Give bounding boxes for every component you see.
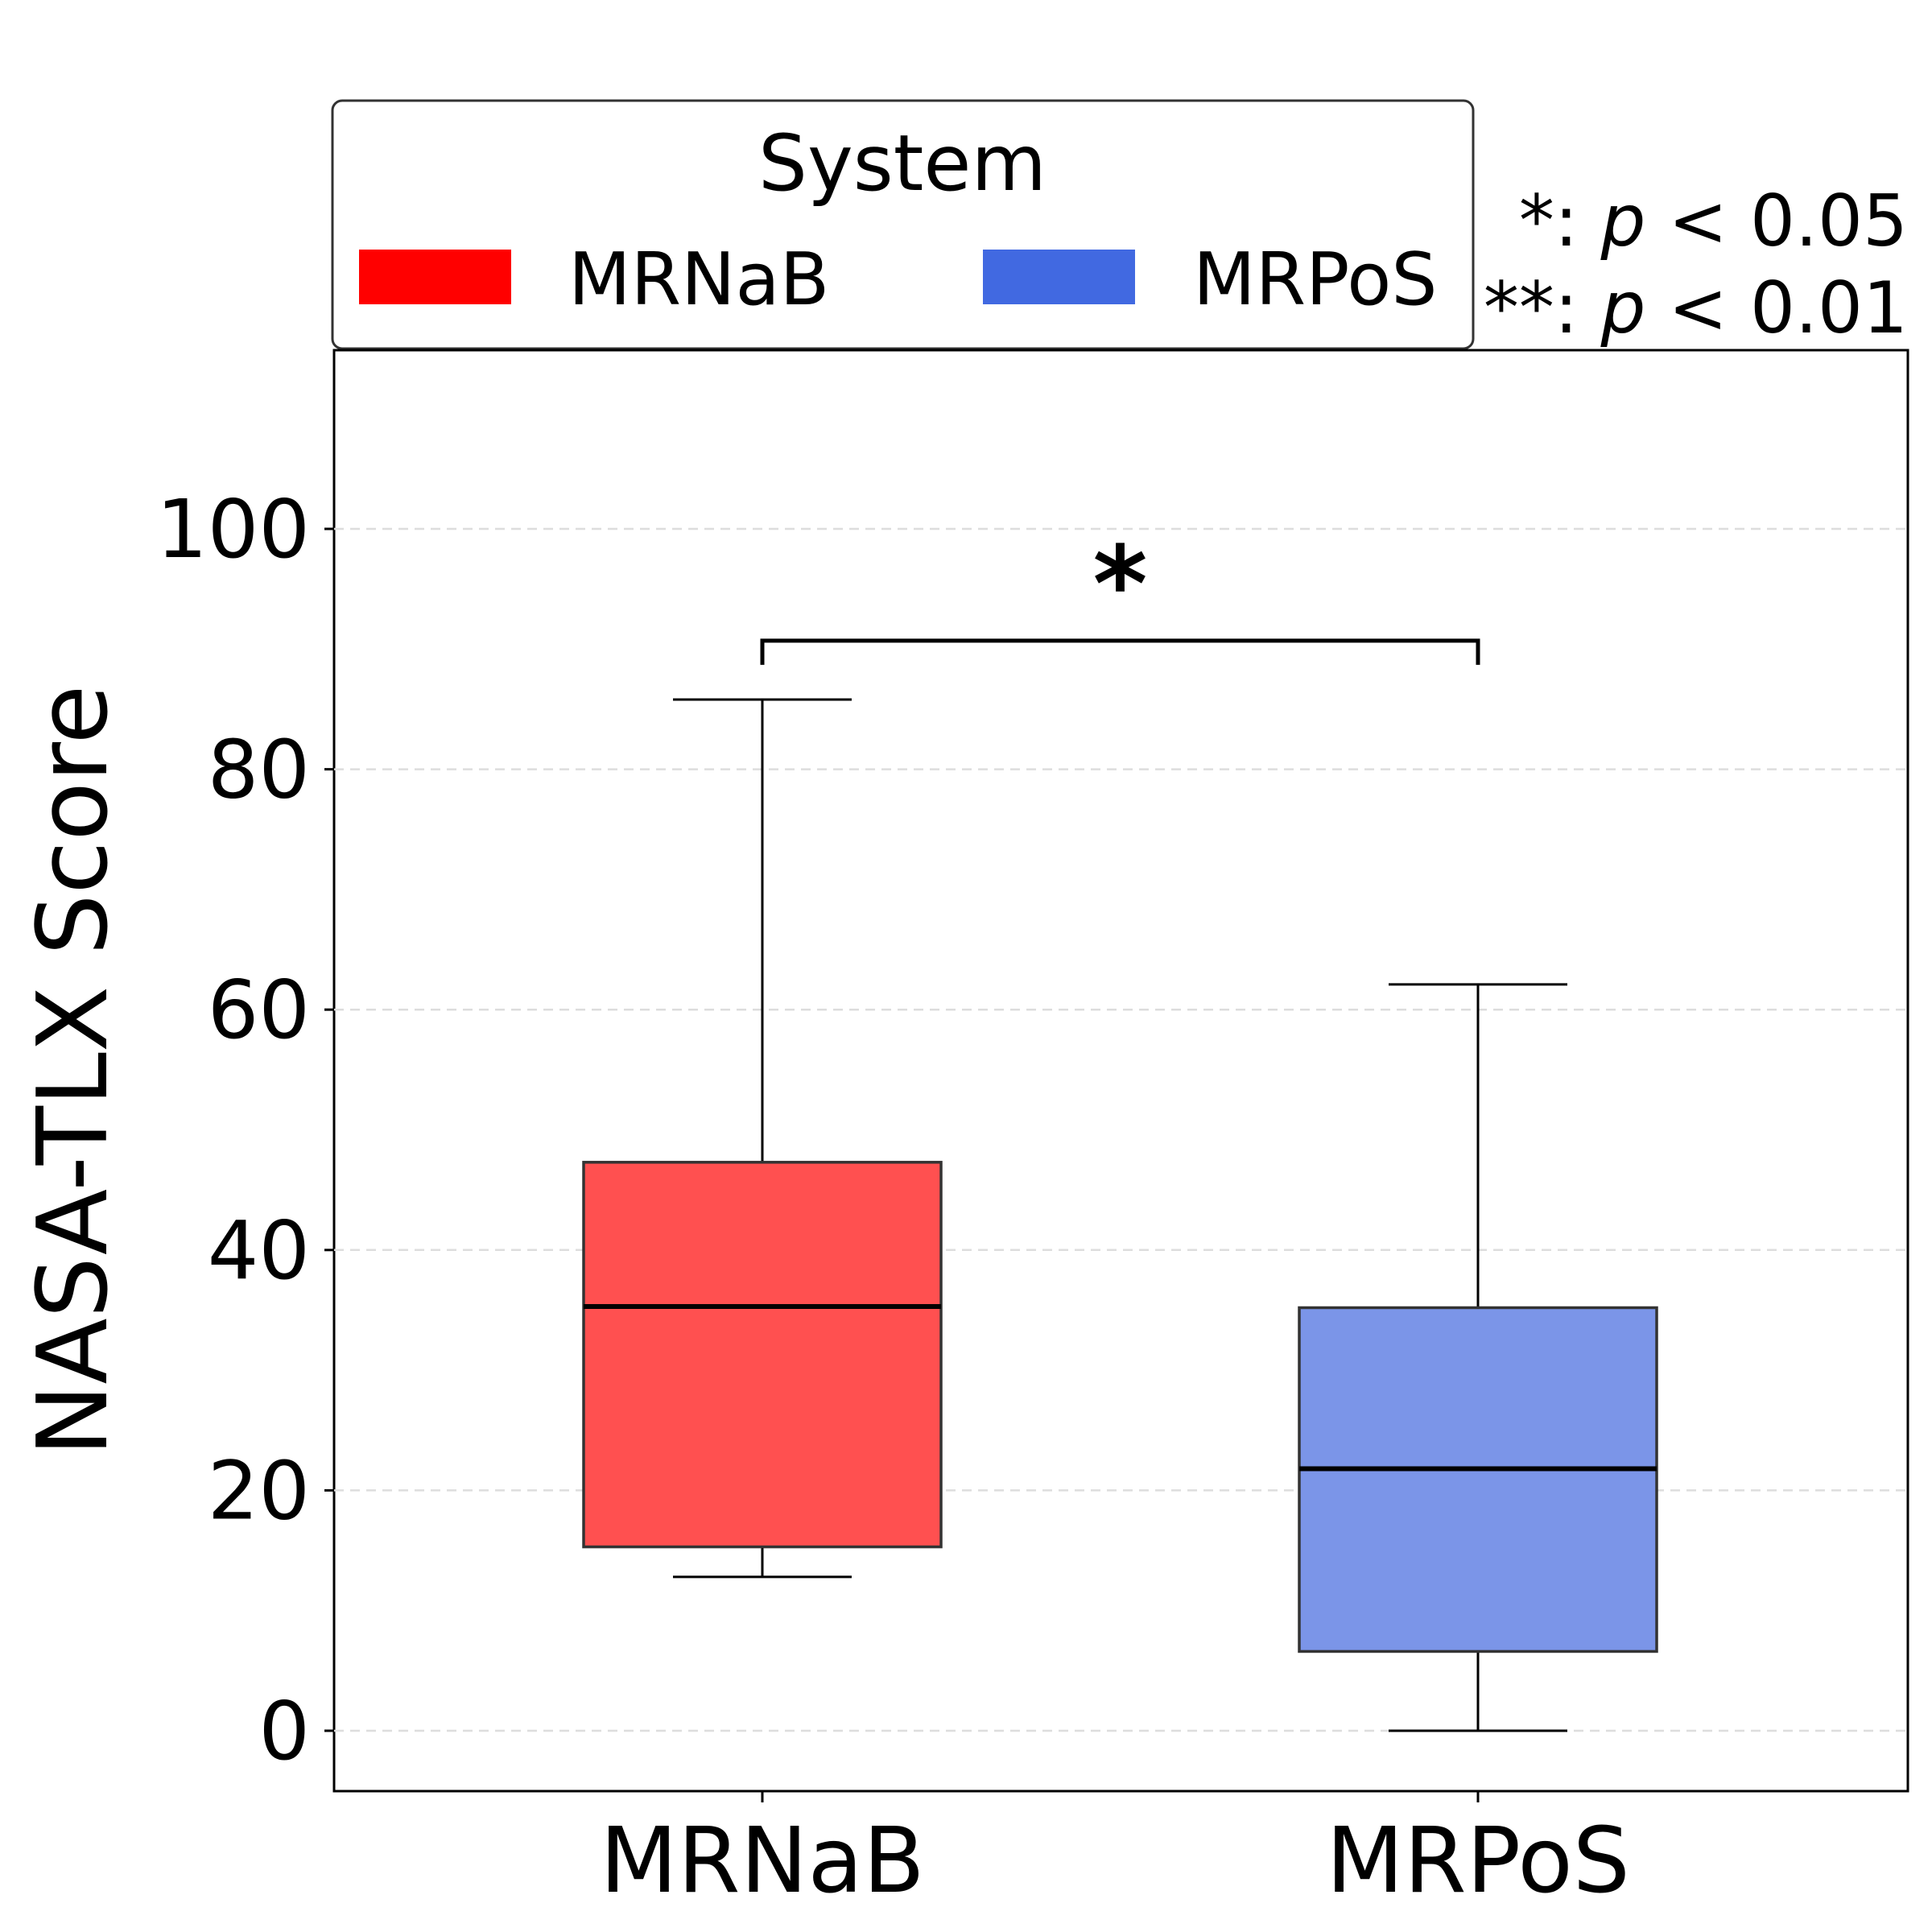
legend-label-mrnab: MRNaB xyxy=(568,237,829,322)
x-tick-label-mrpos: MRPoS xyxy=(1326,1809,1630,1913)
y-tick-label-0: 0 xyxy=(258,1684,310,1778)
legend-swatch-mrpos xyxy=(983,250,1135,304)
y-tick-label-60: 60 xyxy=(208,963,310,1057)
y-tick-label-20: 20 xyxy=(208,1443,310,1538)
legend-frame xyxy=(331,99,1475,350)
sig-bracket-line xyxy=(760,638,1480,665)
y-tick-label-40: 40 xyxy=(208,1203,310,1298)
significance-bracket: * xyxy=(760,523,1480,665)
legend-swatch-mrnab xyxy=(359,250,511,304)
box-mrnab xyxy=(582,1161,943,1549)
y-tick-label-100: 100 xyxy=(156,482,310,576)
x-tick-label-mrnab: MRNaB xyxy=(600,1809,925,1913)
x-axis: MRNaB MRPoS xyxy=(600,1791,1630,1913)
legend-title: System xyxy=(758,118,1046,208)
y-tick-label-80: 80 xyxy=(208,723,310,817)
legend: System MRNaB MRPoS xyxy=(331,99,1475,350)
significance-note: *: p < 0.05 **: p < 0.01 xyxy=(1484,180,1908,349)
box-mrpos xyxy=(1298,1306,1658,1653)
y-axis: 0 20 40 60 80 100 xyxy=(156,482,334,1778)
y-axis-title: NASA-TLX Score xyxy=(18,685,130,1457)
sig-note-line-1: *: p < 0.05 xyxy=(1519,180,1908,262)
sig-note-line-2: **: p < 0.01 xyxy=(1484,266,1908,349)
legend-label-mrpos: MRPoS xyxy=(1193,237,1437,322)
sig-bracket-star: * xyxy=(1093,523,1148,646)
boxes xyxy=(582,698,1658,1732)
